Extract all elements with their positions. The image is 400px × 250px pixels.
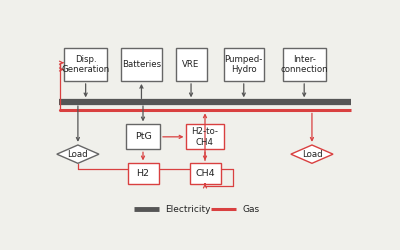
Text: CH4: CH4 [195, 169, 215, 178]
FancyBboxPatch shape [186, 124, 224, 149]
Text: Inter-
connection: Inter- connection [280, 55, 328, 74]
FancyBboxPatch shape [126, 124, 160, 149]
Text: Pumped-
Hydro: Pumped- Hydro [224, 55, 263, 74]
Text: PtG: PtG [135, 132, 151, 141]
FancyBboxPatch shape [282, 48, 326, 81]
FancyBboxPatch shape [128, 163, 158, 184]
Text: VRE: VRE [182, 60, 200, 69]
Text: Load: Load [68, 150, 88, 159]
Text: Electricity: Electricity [165, 204, 210, 214]
Text: Gas: Gas [242, 204, 259, 214]
Text: H2: H2 [136, 169, 150, 178]
Text: Load: Load [302, 150, 322, 159]
FancyBboxPatch shape [224, 48, 264, 81]
FancyBboxPatch shape [190, 163, 220, 184]
Polygon shape [291, 145, 333, 163]
Text: Batteries: Batteries [122, 60, 161, 69]
Text: Disp.
Generation: Disp. Generation [62, 55, 110, 74]
FancyBboxPatch shape [64, 48, 107, 81]
Polygon shape [57, 145, 99, 163]
FancyBboxPatch shape [121, 48, 162, 81]
Text: H2-to-
CH4: H2-to- CH4 [192, 127, 218, 146]
FancyBboxPatch shape [176, 48, 206, 81]
